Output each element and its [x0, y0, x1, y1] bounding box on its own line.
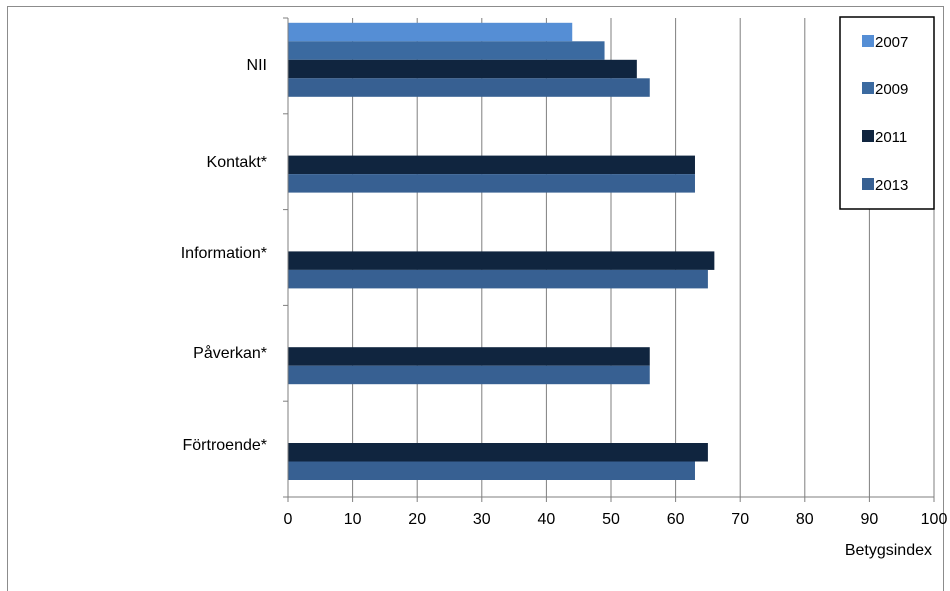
x-tick-label: 0 [284, 511, 293, 528]
legend-label-2011: 2011 [875, 129, 907, 146]
legend-box [839, 16, 935, 210]
legend-label-2007: 2007 [875, 34, 908, 51]
x-tick-label: 90 [861, 511, 879, 528]
bar-2013-1 [288, 78, 650, 97]
bar-2013-3 [288, 269, 708, 289]
category-label: Kontakt* [207, 154, 267, 171]
x-tick-label: 20 [408, 511, 426, 528]
x-tick-label: 30 [473, 511, 491, 528]
legend-swatch-2013 [862, 178, 874, 190]
x-tick-label: 100 [921, 511, 948, 528]
x-tick-label: 40 [538, 511, 556, 528]
bars [288, 22, 715, 480]
bar-2011-1 [288, 59, 637, 79]
x-tick-label: 10 [344, 511, 362, 528]
bar-2007-1 [288, 22, 573, 42]
category-label: Information* [181, 245, 267, 262]
legend-swatch-2011 [862, 130, 874, 142]
category-label: NII [247, 57, 267, 74]
bar-2011-5 [288, 443, 708, 462]
legend-label-2013: 2013 [875, 177, 908, 194]
legend-label-2009: 2009 [875, 81, 908, 98]
bar-2011-3 [288, 251, 715, 270]
chart-frame [7, 6, 944, 591]
bar-2013-5 [288, 461, 695, 480]
x-axis-title: Betygsindex [845, 542, 932, 559]
bar-2013-2 [288, 174, 695, 193]
category-labels: NII Kontakt* Information* Påverkan* Förtroen… [181, 57, 267, 454]
axes [283, 17, 935, 502]
bar-2011-4 [288, 347, 650, 366]
legend-swatch-2007 [862, 35, 874, 47]
x-tick-labels: 0 10 20 30 40 50 60 70 80 90 100 [284, 511, 948, 528]
legend: 2007 2009 2011 2013 [839, 16, 935, 210]
x-tick-label: 70 [731, 511, 749, 528]
legend-swatch-2009 [862, 82, 874, 94]
x-tick-label: 60 [667, 511, 685, 528]
bar-2013-4 [288, 365, 650, 385]
bar-2009-1 [288, 41, 605, 60]
bar-2011-2 [288, 155, 695, 175]
x-tick-label: 80 [796, 511, 814, 528]
x-tick-label: 50 [602, 511, 620, 528]
category-label: Påverkan* [193, 344, 267, 362]
category-label: Förtroende* [183, 437, 268, 454]
